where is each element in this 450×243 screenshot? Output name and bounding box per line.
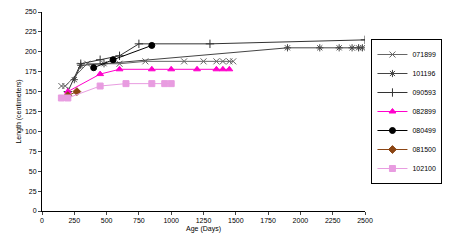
svg-text:080499: 080499 <box>412 127 435 134</box>
svg-text:150: 150 <box>25 88 37 95</box>
svg-text:2500: 2500 <box>357 217 373 224</box>
svg-text:200: 200 <box>25 48 37 55</box>
svg-text:0: 0 <box>33 207 37 214</box>
svg-text:Length (centimeters): Length (centimeters) <box>15 79 23 143</box>
svg-text:1500: 1500 <box>228 217 244 224</box>
svg-text:100: 100 <box>25 128 37 135</box>
svg-text:2250: 2250 <box>325 217 341 224</box>
svg-text:081500: 081500 <box>412 146 435 153</box>
svg-text:2000: 2000 <box>293 217 309 224</box>
svg-text:225: 225 <box>25 28 37 35</box>
svg-text:175: 175 <box>25 68 37 75</box>
svg-text:500: 500 <box>101 217 113 224</box>
svg-text:101196: 101196 <box>412 70 435 77</box>
svg-text:250: 250 <box>25 8 37 15</box>
svg-text:750: 750 <box>133 217 145 224</box>
svg-text:125: 125 <box>25 108 37 115</box>
svg-text:1000: 1000 <box>163 217 179 224</box>
svg-text:1750: 1750 <box>260 217 276 224</box>
svg-text:25: 25 <box>29 188 37 195</box>
svg-text:102100: 102100 <box>412 165 435 172</box>
svg-text:Age (Days): Age (Days) <box>186 225 221 233</box>
svg-text:75: 75 <box>29 148 37 155</box>
svg-text:071899: 071899 <box>412 51 435 58</box>
svg-text:250: 250 <box>68 217 80 224</box>
svg-text:1250: 1250 <box>196 217 212 224</box>
svg-text:082899: 082899 <box>412 108 435 115</box>
svg-text:50: 50 <box>29 168 37 175</box>
svg-text:0: 0 <box>40 217 44 224</box>
svg-text:090593: 090593 <box>412 89 435 96</box>
